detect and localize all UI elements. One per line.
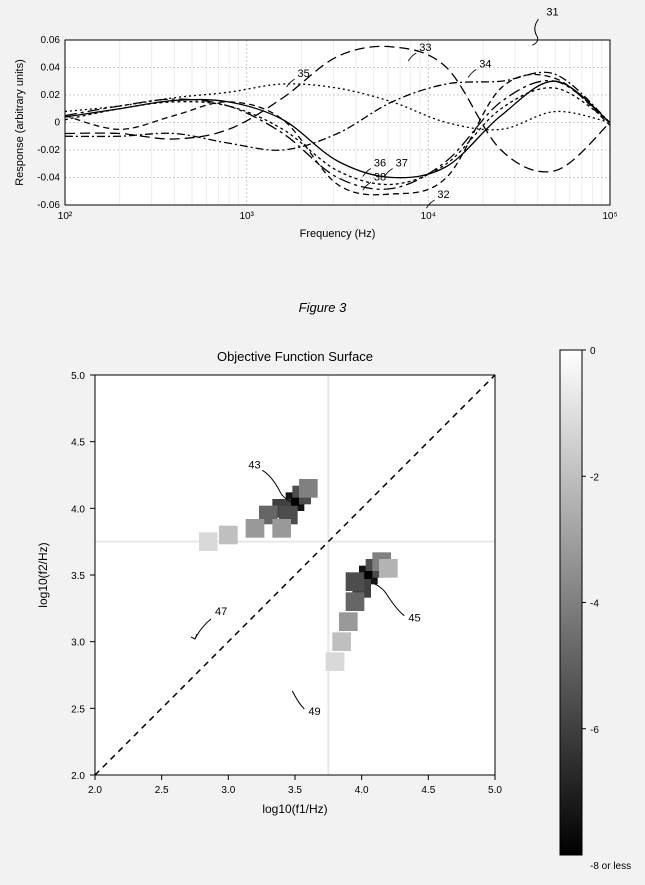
svg-text:4.0: 4.0 [355, 785, 369, 796]
svg-text:log10(f1/Hz): log10(f1/Hz) [262, 802, 327, 816]
svg-text:0.04: 0.04 [41, 63, 61, 74]
svg-text:2.0: 2.0 [88, 785, 102, 796]
svg-text:0.06: 0.06 [41, 35, 61, 46]
svg-text:5.0: 5.0 [488, 785, 502, 796]
svg-text:5.0: 5.0 [71, 371, 85, 382]
svg-text:3.0: 3.0 [71, 638, 85, 649]
ref-32: 32 [437, 189, 449, 201]
svg-text:2.5: 2.5 [155, 785, 169, 796]
svg-text:-0.06: -0.06 [37, 200, 60, 211]
marker-45 [364, 571, 372, 579]
svg-text:-0.04: -0.04 [37, 173, 60, 184]
ref-34: 34 [479, 59, 491, 71]
svg-text:4.5: 4.5 [71, 438, 85, 449]
ref-36: 36 [374, 158, 386, 170]
ref-35: 35 [298, 68, 310, 80]
svg-text:0.02: 0.02 [41, 90, 61, 101]
ref-49: 49 [308, 706, 320, 718]
top-chart: 10² 10³ 10⁴ 10⁵ -0.06 -0.04 -0.02 0 0.02 0.04 0.06… [0, 0, 645, 260]
ref-43: 43 [248, 459, 260, 471]
svg-text:-0.02: -0.02 [37, 145, 60, 156]
svg-text:Response (arbitrary units): Response (arbitrary units) [14, 59, 26, 186]
svg-text:10³: 10³ [239, 211, 254, 222]
svg-text:-6: -6 [590, 725, 599, 736]
svg-text:4.5: 4.5 [421, 785, 435, 796]
svg-text:log10(f2/Hz): log10(f2/Hz) [36, 542, 50, 607]
svg-text:2.5: 2.5 [71, 704, 85, 715]
svg-text:0: 0 [54, 118, 60, 129]
ref-38: 38 [374, 171, 386, 183]
svg-text:10⁵: 10⁵ [602, 211, 617, 222]
figure-caption: Figure 3 [0, 300, 645, 315]
svg-text:10²: 10² [58, 211, 73, 222]
ref-33: 33 [419, 42, 431, 54]
marker-43 [291, 498, 299, 506]
ref-47: 47 [215, 606, 227, 618]
svg-text:-2: -2 [590, 472, 599, 483]
svg-text:10⁴: 10⁴ [421, 211, 436, 222]
svg-text:3.5: 3.5 [288, 785, 302, 796]
svg-text:Frequency (Hz): Frequency (Hz) [300, 228, 376, 240]
svg-text:-8 or less: -8 or less [590, 861, 631, 872]
ref-45: 45 [408, 613, 420, 625]
svg-text:2.0: 2.0 [71, 771, 85, 782]
bottom-chart: Objective Function Surface 2.0 2.5 3.0 3.5 4.… [0, 330, 645, 885]
svg-text:3.5: 3.5 [71, 571, 85, 582]
svg-text:-4: -4 [590, 599, 599, 610]
chart-title: Objective Function Surface [217, 349, 373, 364]
colorbar [560, 350, 582, 855]
ref-37: 37 [396, 158, 408, 170]
svg-text:3.0: 3.0 [221, 785, 235, 796]
ref-31: 31 [546, 6, 558, 18]
svg-text:0: 0 [590, 346, 596, 357]
svg-text:4.0: 4.0 [71, 504, 85, 515]
